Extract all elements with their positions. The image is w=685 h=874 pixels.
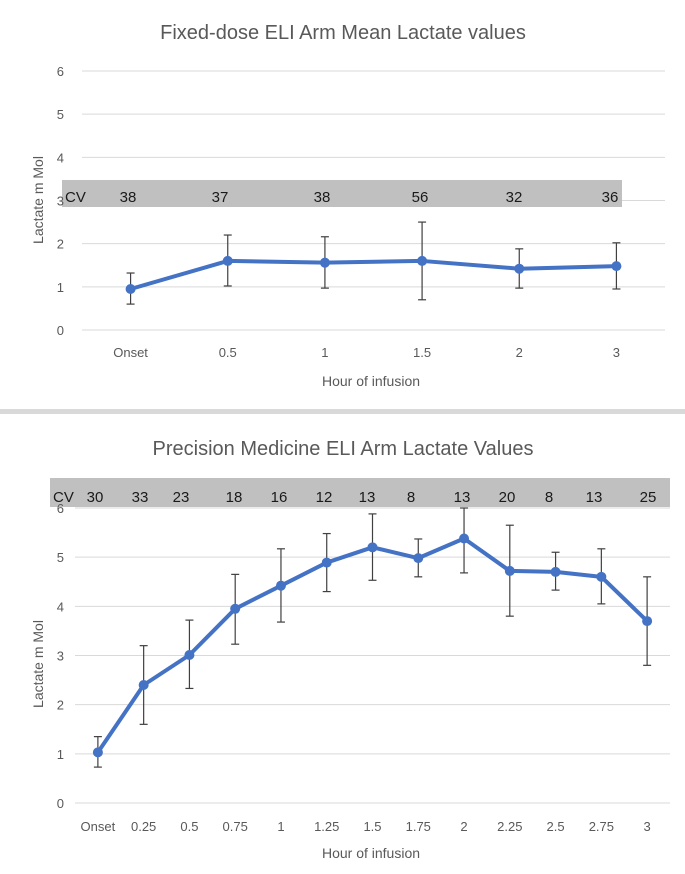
cv-value: 16	[271, 489, 288, 506]
x-tick-label: 2	[516, 345, 523, 360]
cv-band: CV 38 37 38 56 32 36	[62, 180, 622, 207]
data-point	[514, 263, 525, 274]
x-tick-label: 3	[643, 819, 650, 834]
y-tick-label: 1	[57, 747, 64, 762]
x-axis-title: Hour of infusion	[322, 373, 420, 389]
cv-band: CV 30 33 23 18 16 12 13 8 13 20 8 13 25	[50, 478, 670, 507]
cv-value: 20	[499, 489, 516, 506]
cv-value: 30	[87, 489, 104, 506]
data-point	[92, 747, 103, 758]
x-tick-label: 2.75	[589, 819, 614, 834]
y-tick-label: 3	[57, 194, 64, 209]
x-tick-label: 1.5	[363, 819, 381, 834]
x-tick-label: 3	[613, 345, 620, 360]
data-point	[222, 255, 233, 266]
x-tick-label: Onset	[113, 345, 148, 360]
y-axis-title: Lactate m Mol	[30, 620, 46, 708]
cv-value: 13	[454, 489, 471, 506]
error-bars	[93, 507, 652, 768]
x-tick-label: 1.25	[314, 819, 339, 834]
panel-divider	[0, 409, 685, 415]
data-point	[319, 257, 330, 268]
cv-value: 33	[132, 489, 149, 506]
data-point	[596, 571, 607, 582]
x-tick-label: 2.25	[497, 819, 522, 834]
data-point	[184, 650, 195, 661]
cv-value: 38	[314, 189, 331, 206]
x-tick-label: 1	[277, 819, 284, 834]
cv-value: 37	[212, 189, 229, 206]
y-axis-title: Lactate m Mol	[30, 156, 46, 244]
data-point	[504, 565, 515, 576]
y-tick-label: 4	[57, 150, 64, 165]
x-tick-label: 2.5	[547, 819, 565, 834]
x-axis-title: Hour of infusion	[322, 845, 420, 861]
y-tick-label: 2	[57, 698, 64, 713]
data-point	[367, 542, 378, 553]
x-tick-label: 2	[460, 819, 467, 834]
y-tick-labels: 0 1 2 3 4 5 6	[57, 64, 64, 338]
data-series	[125, 255, 622, 294]
x-tick-label: 0.25	[131, 819, 156, 834]
x-tick-labels: Onset 0.25 0.5 0.75 1 1.25 1.5 1.75 2 2.25 2.5 2.75…	[81, 819, 651, 834]
cv-value: 38	[120, 189, 137, 206]
cv-value: 12	[316, 489, 333, 506]
data-point	[642, 616, 653, 627]
gridlines	[75, 507, 670, 804]
cv-value: 25	[640, 489, 657, 506]
y-tick-label: 0	[57, 323, 64, 338]
y-tick-label: 6	[57, 501, 64, 516]
y-tick-label: 2	[57, 237, 64, 252]
y-tick-labels: 0 1 2 3 4 5 6	[57, 501, 64, 811]
data-point	[417, 255, 428, 266]
cv-value: 23	[173, 489, 190, 506]
y-tick-label: 1	[57, 280, 64, 295]
y-tick-label: 0	[57, 796, 64, 811]
cv-value: 32	[506, 189, 523, 206]
cv-label: CV	[65, 189, 86, 206]
data-point	[230, 603, 241, 614]
cv-band-rect	[50, 478, 670, 507]
x-tick-label: 0.5	[219, 345, 237, 360]
series-line	[128, 258, 619, 291]
y-tick-label: 5	[57, 107, 64, 122]
y-tick-label: 4	[57, 599, 64, 614]
data-series	[92, 533, 653, 758]
chart-title: Fixed-dose ELI Arm Mean Lactate values	[160, 22, 526, 44]
cv-value: 13	[359, 489, 376, 506]
x-tick-label: 1	[321, 345, 328, 360]
cv-value: 13	[586, 489, 603, 506]
cv-value: 18	[226, 489, 243, 506]
x-tick-label: Onset	[81, 819, 116, 834]
x-tick-label: 0.5	[180, 819, 198, 834]
y-tick-label: 3	[57, 649, 64, 664]
data-point	[125, 283, 136, 294]
x-tick-label: 1.75	[406, 819, 431, 834]
chart-title: Precision Medicine ELI Arm Lactate Value…	[153, 438, 534, 460]
cv-value: 8	[407, 489, 415, 506]
data-point	[413, 553, 424, 564]
data-point	[321, 557, 332, 568]
x-tick-labels: Onset 0.5 1 1.5 2 3	[113, 345, 620, 360]
cv-band-rect	[62, 180, 622, 207]
y-tick-label: 5	[57, 550, 64, 565]
data-point	[275, 580, 286, 591]
cv-label: CV	[53, 489, 74, 506]
x-tick-label: 1.5	[413, 345, 431, 360]
data-point	[611, 261, 622, 272]
cv-value: 56	[412, 189, 429, 206]
cv-value: 8	[545, 489, 553, 506]
y-tick-label: 6	[57, 64, 64, 79]
cv-value: 36	[602, 189, 619, 206]
data-point	[138, 680, 149, 690]
data-point	[459, 533, 470, 544]
x-tick-label: 0.75	[223, 819, 248, 834]
data-point	[550, 566, 561, 577]
